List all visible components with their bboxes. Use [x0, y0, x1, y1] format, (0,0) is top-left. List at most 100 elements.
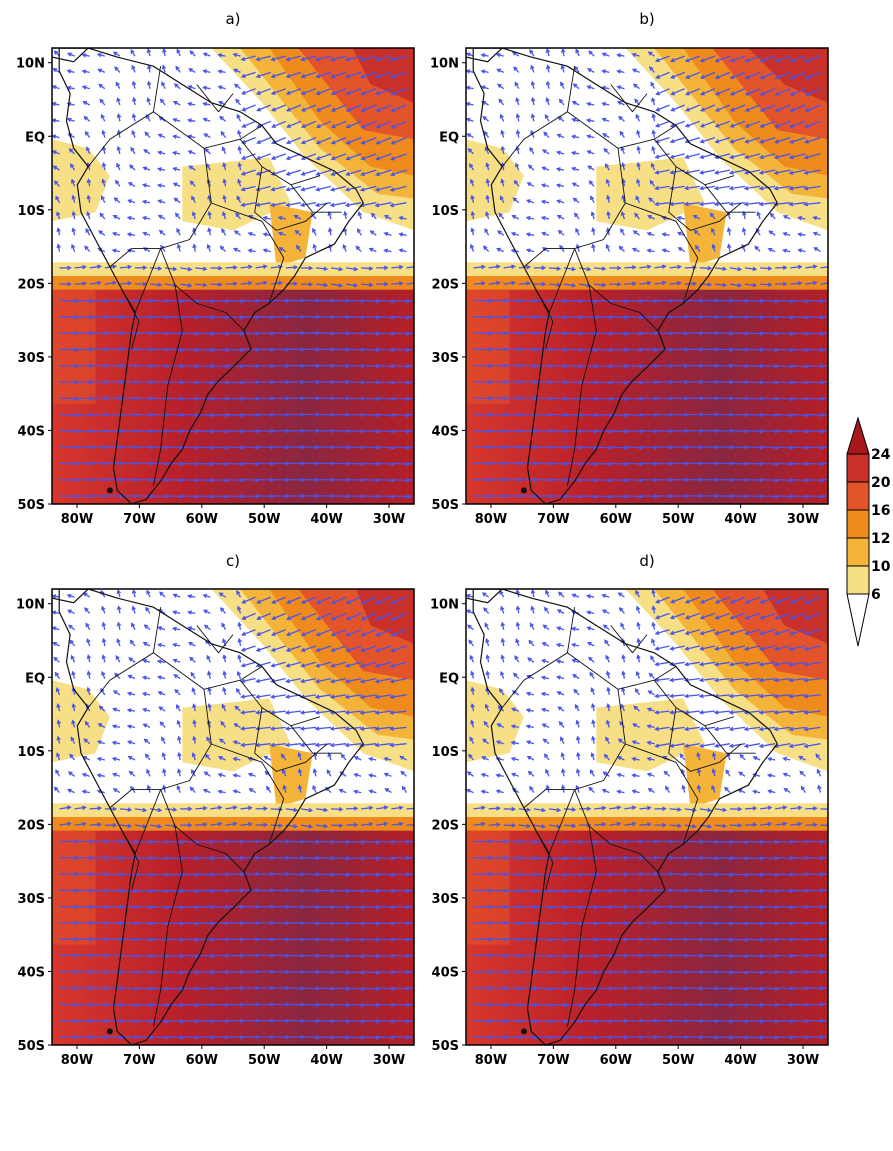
wind-arrowhead — [235, 212, 240, 218]
wind-arrow — [376, 612, 392, 621]
wind-arrowhead — [217, 789, 223, 794]
wind-arrowhead — [713, 677, 719, 683]
wind-arrow — [361, 596, 377, 604]
wind-arrowhead — [315, 107, 321, 112]
wind-arrow — [700, 612, 716, 619]
wind-arrow — [346, 905, 365, 909]
wind-arrow — [286, 169, 302, 176]
wind-arrowhead — [202, 282, 208, 288]
wind-arrowhead — [590, 211, 596, 216]
wind-arrow — [390, 677, 407, 683]
wind-arrowhead — [217, 805, 223, 810]
wind-arrow — [360, 743, 377, 747]
wind-arrow — [391, 136, 407, 145]
wind-arrow — [669, 282, 681, 285]
wind-arrow — [775, 55, 791, 63]
wind-arrowhead — [308, 265, 314, 271]
wind-arrow — [346, 316, 365, 318]
wind-arrow — [375, 202, 392, 207]
wind-arrow — [315, 808, 327, 811]
wind-arrow — [376, 857, 395, 860]
wind-arrowhead — [82, 805, 87, 811]
wind-arrowhead — [188, 68, 193, 73]
wind-arrowhead — [248, 215, 253, 220]
wind-arrowhead — [383, 756, 389, 762]
wind-arrowhead — [797, 264, 803, 270]
wind-arrowhead — [759, 631, 764, 636]
wind-arrowhead — [525, 248, 531, 253]
wind-arrowhead — [236, 195, 241, 201]
wind-arrow — [639, 807, 651, 810]
wind-arrow — [119, 954, 138, 957]
wind-arrowhead — [654, 743, 660, 748]
wind-arrowhead — [684, 123, 690, 128]
wind-arrowhead — [192, 719, 197, 725]
wind-arrow — [149, 364, 169, 367]
wind-arrowhead — [96, 52, 102, 58]
wind-arrowhead — [131, 80, 137, 86]
wind-arrowhead — [112, 806, 118, 812]
wind-arrowhead — [575, 768, 581, 774]
coastline-and-borders — [466, 48, 779, 504]
wind-arrow — [714, 283, 726, 287]
wind-arrow — [391, 104, 407, 112]
wind-arrow — [300, 808, 312, 812]
wind-arrowhead — [729, 91, 735, 96]
wind-arrowhead — [744, 154, 749, 160]
wind-arrowhead — [773, 693, 779, 699]
wind-arrowhead — [188, 165, 194, 170]
wind-arrow — [361, 348, 380, 351]
wind-arrowhead — [398, 248, 404, 253]
wind-arrowhead — [480, 789, 486, 794]
wind-arrowhead — [285, 56, 291, 62]
wind-arrow — [609, 348, 628, 351]
wind-arrowhead — [759, 107, 765, 112]
wind-arrowhead — [85, 622, 90, 628]
wind-arrow — [180, 905, 199, 909]
wind-arrow — [240, 265, 252, 269]
wind-arrow — [759, 743, 776, 748]
wind-arrowhead — [788, 662, 794, 667]
wind-arrowhead — [804, 123, 810, 129]
wind-arrowhead — [654, 57, 660, 63]
wind-arrowhead — [81, 53, 87, 58]
wind-arrow — [346, 397, 365, 400]
wind-arrowhead — [67, 281, 72, 287]
wind-arrowhead — [297, 752, 302, 757]
wind-arrow — [624, 495, 643, 498]
wind-arrow — [165, 446, 184, 449]
wind-arrow — [195, 478, 214, 482]
wind-arrowhead — [278, 280, 283, 286]
wind-arrow — [744, 478, 764, 481]
wind-arrowhead — [500, 145, 506, 151]
wind-arrowhead — [247, 231, 253, 237]
wind-arrowhead — [222, 670, 227, 676]
wind-arrowhead — [669, 57, 675, 63]
wind-arrowhead — [782, 772, 788, 777]
island — [520, 487, 527, 494]
wind-arrow — [744, 430, 764, 433]
wind-arrowhead — [470, 210, 476, 216]
wind-arrowhead — [556, 133, 562, 138]
wind-arrowhead — [129, 164, 134, 169]
wind-arrow — [391, 612, 407, 621]
wind-arrow — [548, 495, 567, 498]
wind-arrow — [685, 710, 700, 714]
wind-arrow — [624, 299, 643, 302]
country-border — [566, 285, 597, 486]
wind-arrowhead — [540, 215, 546, 221]
wind-arrowhead — [144, 753, 150, 759]
wind-arrow — [165, 462, 184, 465]
wind-arrow — [315, 987, 334, 990]
wind-arrowhead — [173, 83, 179, 88]
wind-arrowhead — [754, 245, 759, 251]
shading-band — [596, 157, 705, 231]
wind-arrowhead — [315, 663, 321, 668]
wind-arrow — [639, 397, 658, 400]
wind-arrowhead — [571, 166, 576, 172]
wind-arrowhead — [326, 769, 331, 774]
wind-arrowhead — [601, 805, 607, 811]
wind-arrow — [316, 661, 332, 667]
wind-arrow — [518, 282, 530, 285]
wind-arrow — [361, 645, 377, 652]
